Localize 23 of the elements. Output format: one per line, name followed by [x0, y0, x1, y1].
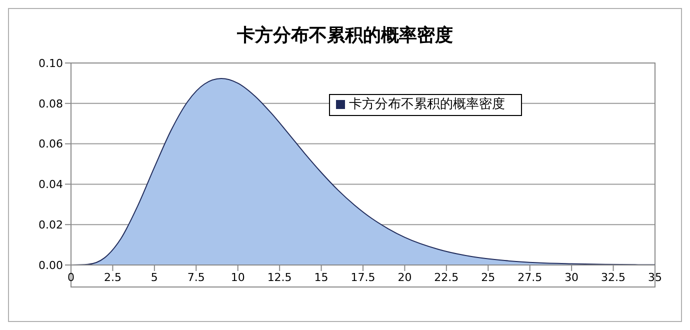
x-tick-label: 22.5 [434, 270, 459, 284]
x-tick-label: 2.5 [104, 270, 122, 284]
x-tick-label: 17.5 [350, 270, 376, 284]
x-tick-label: 35 [648, 270, 662, 284]
x-tick-label: 5 [150, 270, 158, 284]
x-tick-label: 0 [68, 270, 74, 284]
x-tick-label: 15 [314, 270, 328, 284]
x-tick-label: 25 [481, 270, 496, 284]
y-tick-label: 0.06 [38, 138, 63, 151]
y-tick-label: 0.04 [38, 178, 63, 192]
chart-title: 卡方分布不累积的概率密度 [236, 24, 454, 48]
x-tick-label: 32.5 [601, 270, 626, 284]
y-tick-label: 0.00 [38, 258, 63, 272]
x-tick-label: 20 [398, 270, 412, 284]
x-tick-label: 7.5 [187, 270, 205, 284]
y-tick-label: 0.10 [38, 56, 63, 70]
x-tick-label: 27.5 [518, 270, 542, 284]
legend-label: 卡方分布不累积的概率密度 [349, 97, 505, 112]
y-tick-label: 0.02 [38, 218, 63, 232]
x-tick-label: 10 [230, 270, 245, 284]
y-tick-label: 0.08 [38, 97, 63, 110]
x-tick-label: 12.5 [267, 270, 292, 284]
x-tick-label: 30 [564, 270, 579, 284]
